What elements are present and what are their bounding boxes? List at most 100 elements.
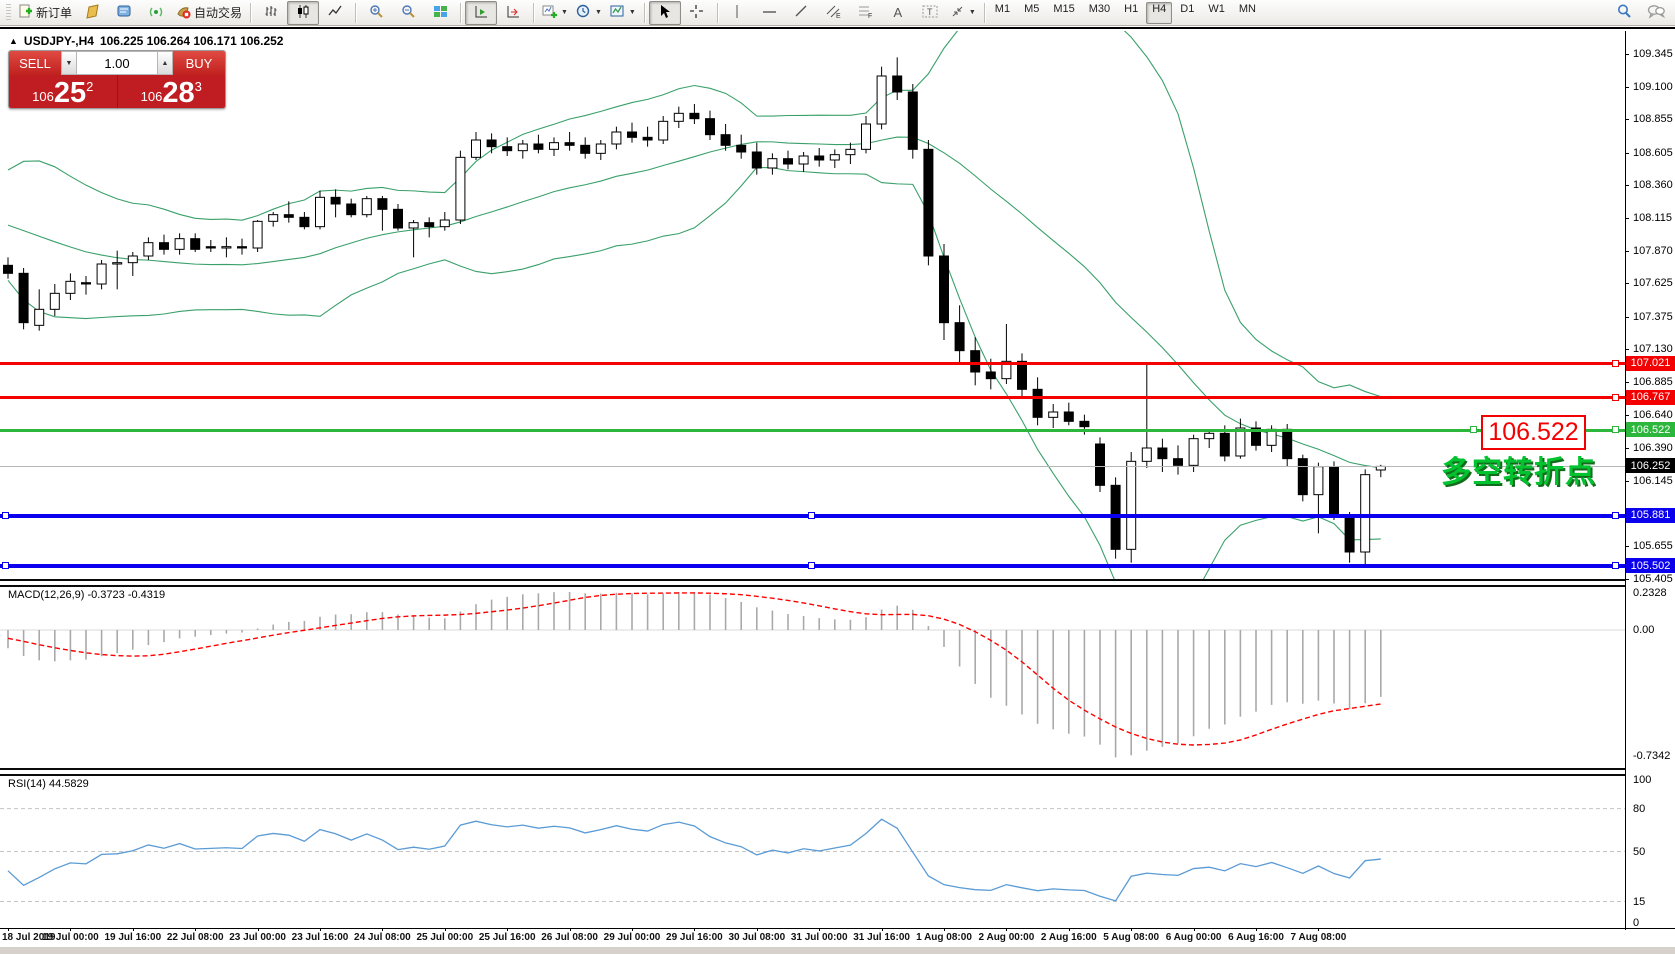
line-handle[interactable] [808, 562, 815, 570]
buy-price[interactable]: 106 28 3 [118, 75, 226, 108]
turning-point-annotation-text[interactable]: 多空转折点 [1441, 456, 1596, 489]
bar-chart-button[interactable] [255, 1, 287, 25]
chat-button[interactable] [1640, 1, 1672, 25]
line-handle[interactable] [1612, 511, 1619, 519]
auto-trading-icon [176, 4, 191, 22]
periods-button[interactable]: ▼ [572, 1, 606, 25]
horizontal-line-object[interactable] [0, 396, 1625, 400]
text-label-button[interactable]: T [914, 1, 946, 25]
chart-ohlc-values: 106.225 106.264 106.171 106.252 [99, 34, 284, 48]
auto-trading-button[interactable]: 自动交易 [172, 1, 246, 25]
price-tick-label: 105.405 [1633, 573, 1673, 586]
zoom-in-button[interactable] [360, 1, 392, 25]
time-tick-mark [819, 928, 821, 931]
panel-separator-rsi[interactable] [0, 768, 1625, 776]
line-handle[interactable] [1612, 393, 1619, 401]
price-level-badge: 105.881 [1626, 507, 1675, 523]
timeframe-m30-button[interactable]: M30 [1088, 2, 1111, 15]
line-handle[interactable] [1612, 359, 1619, 367]
time-tick-mark [1256, 928, 1257, 931]
line-chart-icon [328, 4, 343, 22]
market-watch-button[interactable] [76, 1, 108, 25]
sell-button[interactable]: SELL [9, 51, 61, 75]
timeframe-m5-button[interactable]: M5 [1024, 2, 1040, 15]
price-level-annotation-box[interactable]: 106.522 [1481, 415, 1586, 450]
timeframe-mn-button[interactable]: MN [1238, 2, 1256, 15]
timeframe-w1-button[interactable]: W1 [1208, 2, 1225, 15]
macd-max-label: 0.2328 [1633, 587, 1667, 599]
chart-symbol-title: USDJPY-,H4 [23, 34, 94, 48]
buy-button[interactable]: BUY [173, 51, 225, 75]
price-tick-mark [1625, 86, 1629, 88]
trendline-button[interactable] [786, 1, 818, 25]
vertical-line-button[interactable] [722, 1, 754, 25]
time-axis-label: 2 Aug 00:00 [978, 932, 1035, 943]
cursor-button[interactable] [648, 0, 681, 25]
collapse-panel-arrow-icon[interactable]: ▲ [9, 36, 18, 46]
volume-input[interactable]: 1.00 [77, 51, 157, 75]
timeframe-m1-button[interactable]: M1 [994, 2, 1011, 15]
time-tick-mark [1131, 928, 1133, 931]
time-tick-mark [257, 928, 259, 931]
fibonacci-button[interactable]: F [850, 1, 882, 25]
text-button[interactable]: A [882, 1, 914, 25]
line-handle[interactable] [1612, 426, 1619, 434]
main-toolbar: 新订单 自动交易 [0, 0, 1675, 26]
timeframe-m15-button[interactable]: M15 [1053, 2, 1075, 15]
line-chart-button[interactable] [319, 1, 351, 25]
new-chart-button[interactable]: ▼ [538, 1, 572, 25]
sell-price[interactable]: 106 25 2 [9, 75, 117, 108]
time-tick-mark [1006, 928, 1008, 931]
data-window-button[interactable] [108, 1, 140, 25]
line-handle[interactable] [1470, 426, 1477, 434]
auto-scroll-button[interactable] [465, 0, 498, 25]
zoom-out-button[interactable] [392, 1, 424, 25]
line-handle[interactable] [808, 511, 815, 519]
time-tick-mark [320, 928, 321, 931]
toolbar-separator [716, 2, 718, 23]
chart-window[interactable]: ▲ USDJPY-,H4 106.225 106.264 106.171 106… [0, 27, 1675, 954]
line-handle[interactable] [2, 562, 9, 570]
time-axis-label: 2 Aug 16:00 [1040, 932, 1097, 943]
zoom-in-icon [369, 4, 384, 22]
price-level-badge: 106.767 [1626, 389, 1675, 405]
line-handle[interactable] [2, 511, 9, 519]
volume-increase-button[interactable]: ▲ [157, 51, 173, 75]
signals-button[interactable] [140, 1, 172, 25]
equidistant-channel-button[interactable]: E [818, 1, 850, 25]
crosshair-icon [689, 4, 704, 22]
signals-icon [149, 4, 164, 22]
new-order-button[interactable]: 新订单 [14, 1, 76, 25]
current-price-badge: 106.252 [1626, 458, 1675, 474]
candle-chart-button[interactable] [287, 0, 320, 25]
price-tick-label: 107.625 [1633, 277, 1673, 290]
tile-windows-button[interactable] [424, 1, 456, 25]
new-chart-icon [542, 4, 558, 22]
templates-button[interactable]: ▼ [606, 1, 640, 25]
time-axis-label: 19 Jul 00:00 [42, 932, 99, 943]
toolbar-grip [6, 3, 11, 22]
price-tick-label: 108.115 [1633, 211, 1672, 224]
periods-clock-icon [576, 4, 591, 22]
panel-separator-macd[interactable] [0, 579, 1625, 587]
crosshair-button[interactable] [681, 1, 713, 25]
timeframe-h4-button[interactable]: H4 [1146, 1, 1173, 24]
horizontal-line-button[interactable] [754, 1, 786, 25]
timeframe-h1-button[interactable]: H1 [1124, 2, 1139, 15]
horizontal-line-object[interactable] [0, 428, 1625, 432]
search-button[interactable] [1608, 1, 1640, 25]
timeframe-d1-button[interactable]: D1 [1180, 2, 1195, 15]
price-tick-label: 109.345 [1633, 48, 1673, 60]
arrows-button[interactable]: ▼ [946, 1, 980, 25]
line-handle[interactable] [1612, 562, 1619, 570]
data-window-icon [117, 4, 132, 22]
time-axis-label: 6 Aug 00:00 [1165, 932, 1222, 943]
time-axis-label: 25 Jul 16:00 [478, 932, 536, 943]
time-tick-mark [132, 928, 134, 931]
time-tick-mark [632, 928, 633, 931]
chart-shift-button[interactable] [497, 1, 529, 25]
toolbar-separator [250, 2, 252, 23]
horizontal-line-object[interactable] [0, 362, 1625, 366]
volume-decrease-button[interactable]: ▼ [61, 51, 77, 75]
price-tick-label: 108.855 [1633, 113, 1673, 126]
